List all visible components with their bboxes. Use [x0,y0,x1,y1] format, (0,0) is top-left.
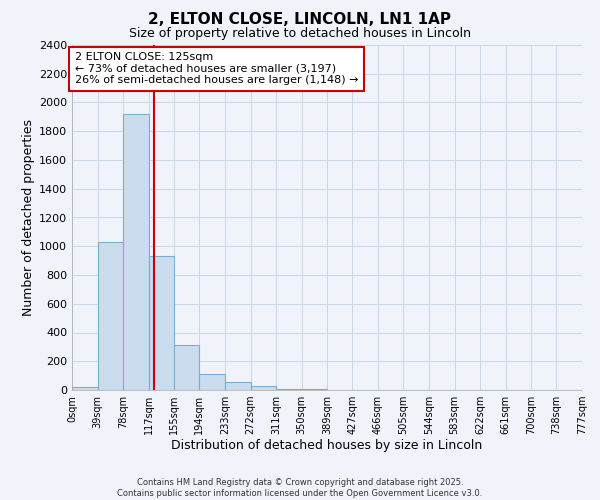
Bar [174,346,199,390]
Bar [72,387,98,390]
Bar [199,374,225,390]
Bar [149,256,174,390]
X-axis label: Distribution of detached houses by size in Lincoln: Distribution of detached houses by size … [172,438,482,452]
Bar [98,242,123,390]
Y-axis label: Number of detached properties: Number of detached properties [22,119,35,316]
Text: Contains HM Land Registry data © Crown copyright and database right 2025.
Contai: Contains HM Land Registry data © Crown c… [118,478,482,498]
Bar [276,388,302,390]
Text: 2, ELTON CLOSE, LINCOLN, LN1 1AP: 2, ELTON CLOSE, LINCOLN, LN1 1AP [149,12,452,28]
Bar [251,386,276,390]
Text: 2 ELTON CLOSE: 125sqm
← 73% of detached houses are smaller (3,197)
26% of semi-d: 2 ELTON CLOSE: 125sqm ← 73% of detached … [74,52,358,86]
Bar [123,114,149,390]
Text: Size of property relative to detached houses in Lincoln: Size of property relative to detached ho… [129,28,471,40]
Bar [225,382,251,390]
